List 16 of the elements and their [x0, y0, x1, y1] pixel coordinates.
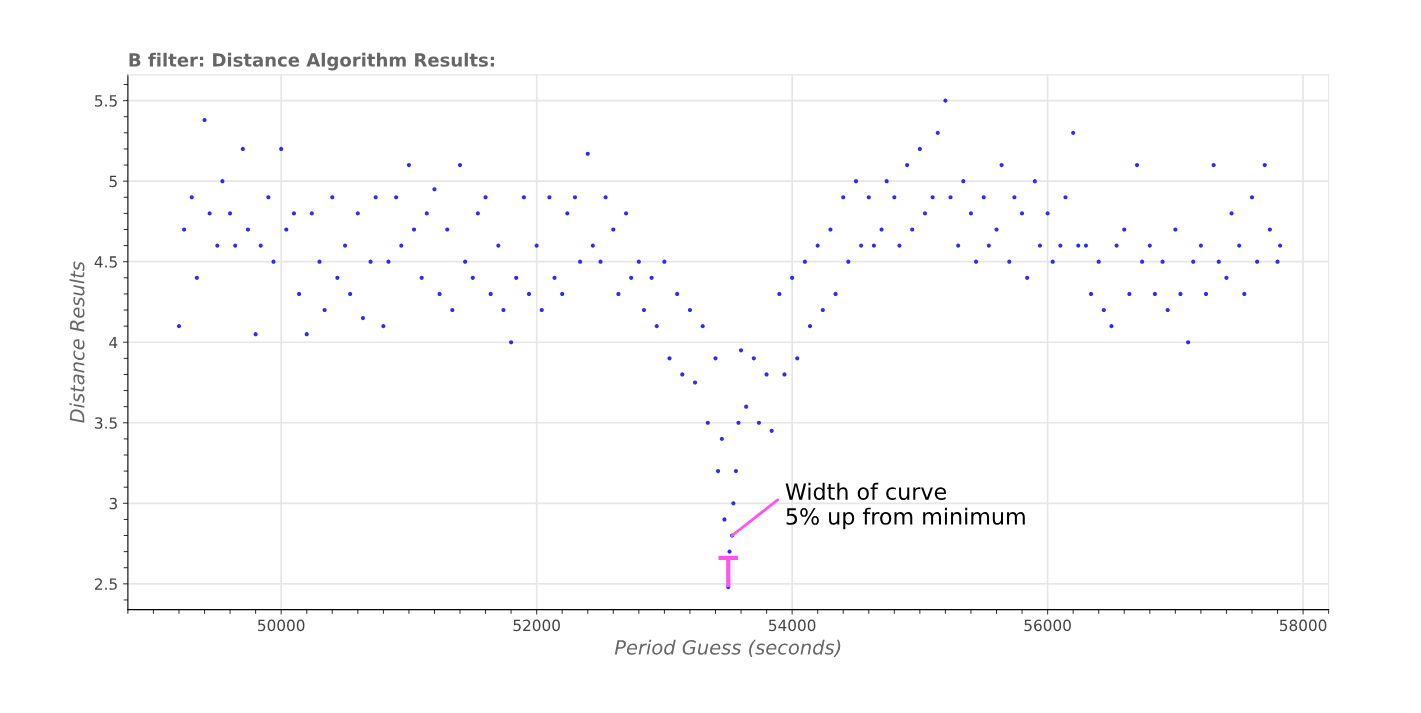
y-tick-label: 5.5	[95, 95, 117, 107]
chart-title: B filter: Distance Algorithm Results:	[129, 52, 494, 71]
y-tick-label: 4.5	[94, 256, 117, 268]
y-tick-label: 3.5	[95, 417, 117, 429]
y-tick-label: 5	[109, 175, 117, 188]
x-tick-label: 50000	[258, 619, 305, 632]
x-tick-label: 54000	[769, 619, 816, 632]
y-tick-label: 4	[109, 336, 118, 349]
y-axis-title: Distance Results	[69, 261, 85, 423]
x-axis-title: Period Guess (seconds)	[614, 639, 841, 658]
y-tick-label: 3	[109, 497, 117, 510]
x-tick-label: 56000	[1024, 619, 1071, 632]
x-tick-label: 58000	[1279, 619, 1327, 632]
annotation: Width of curve 5% up from minimum	[785, 482, 1025, 530]
y-tick-label: 2.5	[94, 578, 117, 590]
x-tick-label: 52000	[513, 619, 560, 632]
